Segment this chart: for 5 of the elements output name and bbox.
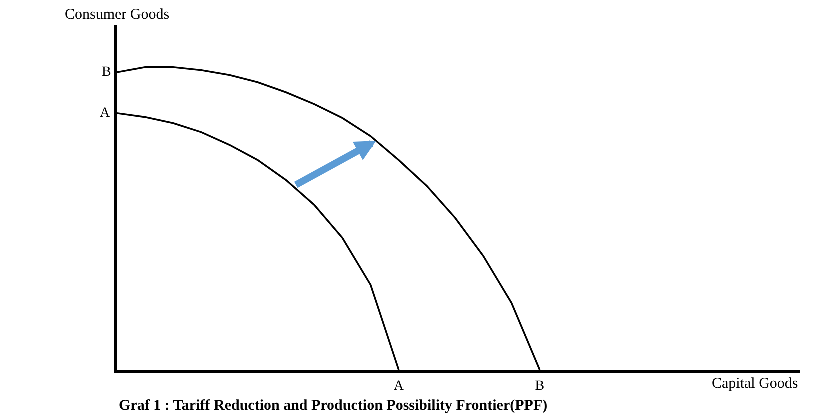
y-axis-title: Consumer Goods: [65, 7, 170, 23]
annotation: A: [100, 106, 111, 121]
annotation: B: [102, 65, 112, 80]
text: Capital Goods: [712, 376, 798, 392]
text: Graf 1 : Tariff Reduction and Production Possibility Frontier(PPF): [119, 398, 548, 414]
